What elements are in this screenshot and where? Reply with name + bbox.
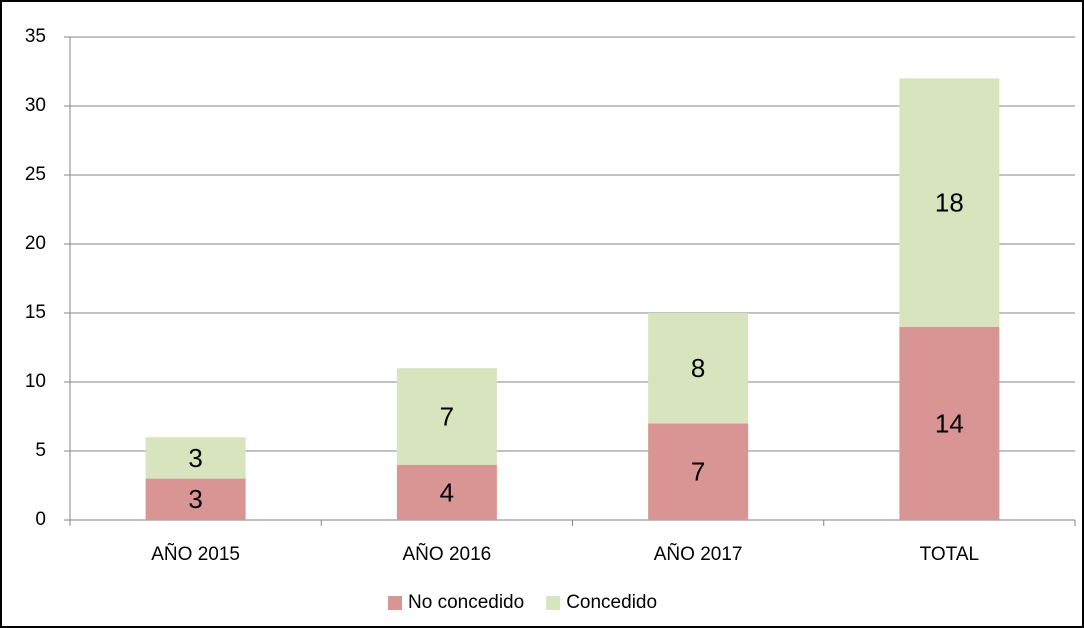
x-tick-label: AÑO 2016 [403, 543, 492, 565]
data-label: 7 [440, 401, 454, 431]
bar-segment [145, 478, 246, 520]
legend-swatch [388, 596, 402, 610]
y-tick-label: 20 [25, 233, 46, 254]
y-tick-label: 5 [35, 440, 46, 461]
data-label: 7 [691, 457, 705, 487]
bar-segment [648, 423, 749, 520]
bar-segment [899, 78, 1000, 327]
data-label: 14 [935, 408, 964, 438]
legend-label: No concedido [408, 592, 524, 613]
data-label: 8 [691, 353, 705, 383]
x-tick-label: AÑO 2017 [654, 543, 743, 565]
legend-label: Concedido [566, 592, 657, 613]
y-tick-label: 0 [35, 509, 46, 530]
bar-segment [899, 326, 1000, 520]
data-label: 3 [188, 484, 202, 514]
y-tick-label: 35 [25, 26, 46, 47]
y-tick-label: 10 [25, 371, 46, 392]
y-tick-label: 25 [25, 164, 46, 185]
data-label: 3 [188, 443, 202, 473]
y-tick-label: 30 [25, 95, 46, 116]
legend-swatch [546, 596, 561, 610]
x-tick-label: TOTAL [920, 544, 979, 565]
bar-segment [396, 464, 497, 520]
bar-segment [648, 313, 749, 424]
bar-segment [396, 368, 497, 465]
bar-segment [145, 437, 246, 479]
y-tick-label: 15 [25, 302, 46, 323]
data-label: 4 [440, 477, 454, 507]
data-label: 18 [935, 187, 964, 217]
x-tick-label: AÑO 2015 [151, 543, 240, 565]
